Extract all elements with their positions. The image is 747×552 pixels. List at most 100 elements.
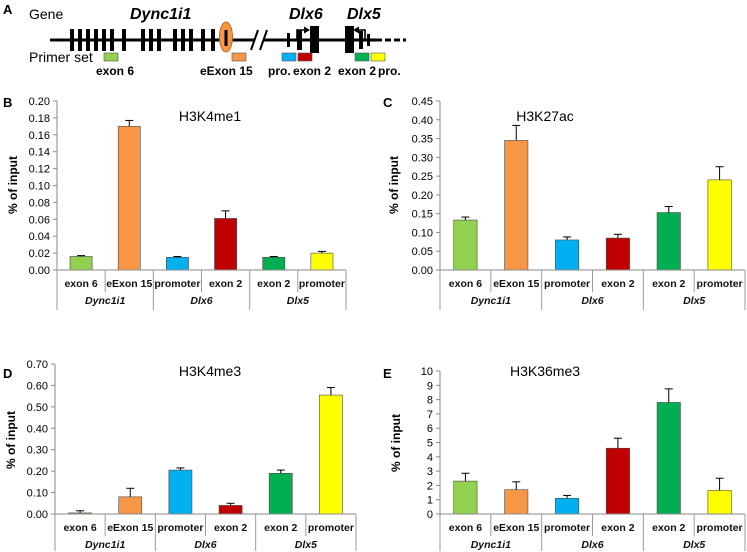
y-tick-label: 9: [427, 380, 433, 392]
primer-label: exon 6: [96, 64, 134, 78]
y-tick-label: 7: [427, 409, 433, 421]
y-tick-label: 0.06: [29, 214, 50, 226]
exon: [102, 29, 106, 51]
y-tick-label: 6: [427, 423, 433, 435]
exon: [122, 29, 126, 51]
y-tick-label: 4: [427, 452, 433, 464]
y-tick-label: 0.00: [27, 509, 48, 521]
chart-title: H3K4me1: [179, 108, 241, 124]
y-tick-label: 5: [427, 438, 433, 450]
category-label: exon 2: [264, 522, 297, 534]
y-tick-label: 0.60: [27, 380, 48, 392]
y-tick-label: 0.20: [29, 96, 50, 108]
y-tick-label: 0.10: [27, 488, 48, 500]
category-label: exon 2: [652, 522, 685, 534]
y-tick-label: 0.18: [29, 113, 50, 125]
bar-eexon-15: [117, 126, 141, 271]
y-tick-label: 0.10: [412, 227, 433, 239]
category-label: exon 6: [64, 278, 97, 290]
y-tick-label: 0.70: [27, 359, 48, 371]
y-tick-label: 0.10: [29, 181, 50, 193]
category-label: promoter: [308, 522, 354, 534]
bar-exon-2: [605, 237, 630, 271]
gene-group-label: Dlx6: [581, 295, 603, 307]
break-slash: [250, 29, 259, 51]
gene-row-label: Gene: [29, 6, 63, 22]
gene-group-label: Dlx5: [683, 295, 705, 307]
panel-a-gene-diagram: A Gene Dync1i1 Dlx6 Dlx5: [3, 2, 406, 78]
y-tick-label: 0.16: [29, 130, 50, 142]
primer-box-exon6: [103, 52, 119, 62]
category-label: eExon 15: [493, 278, 539, 290]
gene-group-label: Dync1i1: [471, 539, 511, 551]
bar-promoter: [166, 257, 189, 271]
panel-label: A: [3, 2, 13, 17]
y-tick-label: 0.00: [412, 265, 433, 277]
y-tick-label: 0.35: [412, 134, 433, 146]
bar-promoter: [555, 239, 580, 271]
primer-box-dlx5-promoter: [370, 52, 386, 62]
arrowhead-icon: [353, 26, 359, 34]
break-slash: [259, 29, 268, 51]
category-label: promoter: [299, 278, 345, 290]
exon: [345, 26, 354, 53]
gene-group-label: Dlx5: [295, 539, 317, 551]
y-axis-label: % of input: [389, 414, 403, 472]
primer-set-label: Primer set: [29, 49, 93, 65]
panel-label: E: [383, 366, 392, 381]
exon: [297, 30, 302, 50]
chart-h3k4me1: B H3K4me1 % of input 0.00 0.02 0.04 0.06 0.08 0.…: [3, 95, 347, 310]
arrowhead-icon: [304, 26, 310, 34]
exon: [86, 29, 90, 51]
chart-title: H3K4me3: [179, 363, 241, 379]
y-tick-label: 8: [427, 395, 433, 407]
exon: [359, 31, 363, 49]
bar-promoter: [707, 179, 732, 271]
y-tick-label: 0.25: [412, 171, 433, 183]
primer-box-dlx5-exon2: [354, 52, 370, 62]
y-tick-label: 0.40: [412, 115, 433, 127]
y-axis-label: % of input: [6, 156, 20, 214]
y-tick-label: 1: [427, 495, 433, 507]
primer-label: pro.: [268, 64, 291, 78]
gene-name-dlx5: Dlx5: [347, 6, 382, 23]
panel-label: D: [3, 366, 12, 381]
dync1i1-exons: [70, 29, 215, 51]
exon: [189, 29, 193, 51]
primer-box-dlx6-promoter: [281, 52, 297, 62]
exon: [110, 29, 114, 51]
y-tick-label: 0.15: [412, 209, 433, 221]
bar-exon-2: [214, 218, 237, 271]
chart-h3k27ac: C H3K27ac % of input 0.00 0.05 0.10 0.15 0.20 0.…: [383, 95, 746, 310]
tss-arrow-right: [296, 29, 305, 40]
gene-name-dync1i1: Dync1i1: [130, 6, 191, 23]
bar-exon-2: [268, 472, 293, 515]
y-tick-label: 0.05: [412, 246, 433, 258]
y-tick-label: 0.14: [29, 147, 50, 159]
y-tick-label: 0.00: [29, 265, 50, 277]
gene-group-label: Dync1i1: [471, 295, 511, 307]
y-tick-label: 2: [427, 480, 433, 492]
exon: [141, 29, 145, 51]
exon: [287, 33, 290, 47]
y-tick-label: 3: [427, 466, 433, 478]
category-label: promoter: [697, 278, 743, 290]
exon: [173, 29, 177, 51]
category-label: promoter: [544, 522, 590, 534]
primer-box-dlx6-exon2: [297, 52, 313, 62]
y-tick-label: 0.20: [412, 190, 433, 202]
bar-exon-2: [656, 402, 681, 515]
bar-exon-6: [453, 219, 478, 271]
tss-arrow-left: [358, 29, 366, 40]
category-label: promoter: [544, 278, 590, 290]
category-label: promoter: [154, 278, 200, 290]
gene-name-dlx6: Dlx6: [289, 6, 323, 23]
bar-exon-2: [218, 505, 243, 515]
gene-group-label: Dlx5: [683, 539, 705, 551]
y-tick-label: 0.40: [27, 423, 48, 435]
category-label: exon 6: [449, 522, 482, 534]
bar-promoter: [168, 469, 193, 515]
panel-label: B: [3, 95, 12, 110]
bar-exon-2: [262, 257, 286, 271]
